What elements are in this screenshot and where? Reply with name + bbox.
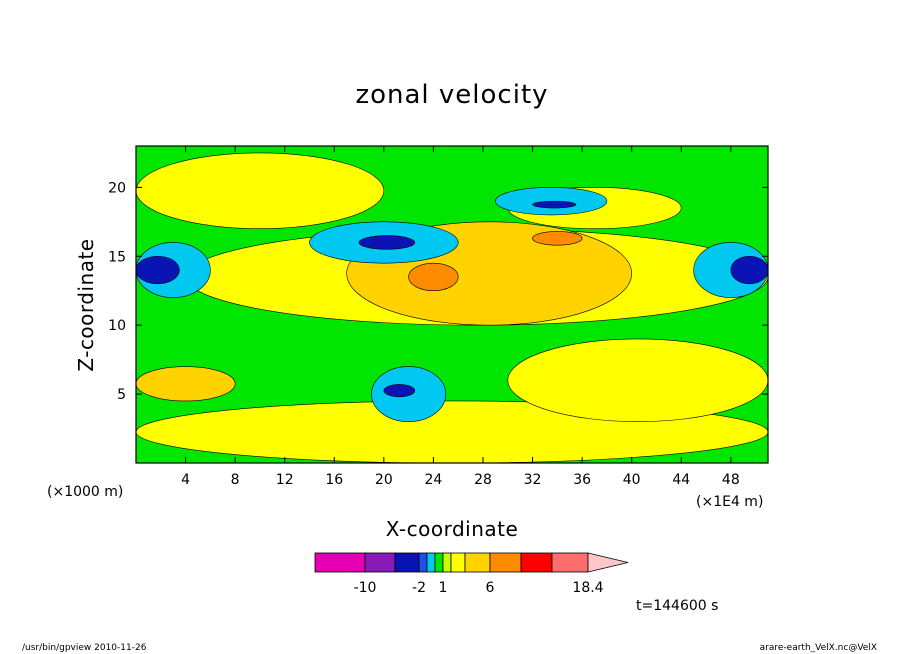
- colorbar-tick-label: 1: [439, 580, 448, 596]
- colorbar-segment: [364, 552, 396, 573]
- x-tick-label: 12: [276, 472, 294, 488]
- heatmap-region: [358, 235, 416, 250]
- x-unit-label: (×1E4 m): [696, 494, 763, 510]
- heatmap-region: [408, 262, 459, 292]
- colorbar-segment: [442, 552, 452, 573]
- colorbar-tick-label: -2: [412, 580, 426, 596]
- heatmap-region: [136, 366, 236, 402]
- x-axis-label: X-coordinate: [386, 517, 519, 541]
- colorbar-segment: [520, 552, 553, 573]
- x-tick-label: 44: [672, 472, 690, 488]
- colorbar: -10 -2 1 6 18.4: [314, 552, 629, 596]
- x-tick-label: 36: [573, 472, 591, 488]
- footer-right: arare-earth_VelX.nc@VelX: [760, 643, 877, 653]
- colorbar-extend-arrow: [587, 552, 629, 573]
- x-axis: 4 8 12 16 20 24 28 32 36 40 44 48: [181, 146, 740, 488]
- colorbar-tick-label: 18.4: [572, 580, 603, 596]
- y-tick-label: 5: [117, 387, 126, 403]
- colorbar-segment: [434, 552, 444, 573]
- plot-frame: [135, 145, 769, 464]
- x-tick-label: 48: [722, 472, 740, 488]
- colorbar-segment: [489, 552, 522, 573]
- x-tick-label: 20: [375, 472, 393, 488]
- x-tick-label: 4: [181, 472, 190, 488]
- colorbar-segment: [394, 552, 420, 573]
- heatmap-region: [507, 338, 768, 422]
- x-tick-label: 8: [231, 472, 240, 488]
- heatmap-field: [136, 146, 768, 463]
- heatmap-region: [136, 152, 385, 229]
- heatmap-region: [730, 255, 768, 285]
- chart-title: zonal velocity: [355, 80, 548, 110]
- colorbar-segment: [464, 552, 491, 573]
- y-axis-label: Z-coordinate: [74, 238, 98, 371]
- x-tick-label: 28: [474, 472, 492, 488]
- heatmap-region: [136, 255, 180, 285]
- x-tick-label: 16: [325, 472, 343, 488]
- x-tick-label: 32: [524, 472, 542, 488]
- y-tick-label: 20: [108, 180, 126, 196]
- heatmap-region: [532, 200, 577, 209]
- footer-left: /usr/bin/gpview 2010-11-26: [22, 643, 147, 653]
- colorbar-segment: [450, 552, 466, 573]
- y-tick-label: 10: [108, 318, 126, 334]
- heatmap-region: [532, 231, 583, 246]
- time-label: t=144600 s: [636, 598, 718, 614]
- y-axis: 5 10 15 20: [108, 180, 768, 403]
- colorbar-segment: [551, 552, 589, 573]
- colorbar-segment: [418, 552, 428, 573]
- heatmap-region: [383, 384, 416, 398]
- y-unit-label: (×1000 m): [47, 484, 123, 500]
- colorbar-segment: [426, 552, 436, 573]
- x-tick-label: 40: [623, 472, 641, 488]
- x-tick-label: 24: [424, 472, 442, 488]
- colorbar-segment: [314, 552, 366, 573]
- colorbar-tick-label: 6: [486, 580, 495, 596]
- colorbar-tick-label: -10: [354, 580, 377, 596]
- y-tick-label: 15: [108, 249, 126, 265]
